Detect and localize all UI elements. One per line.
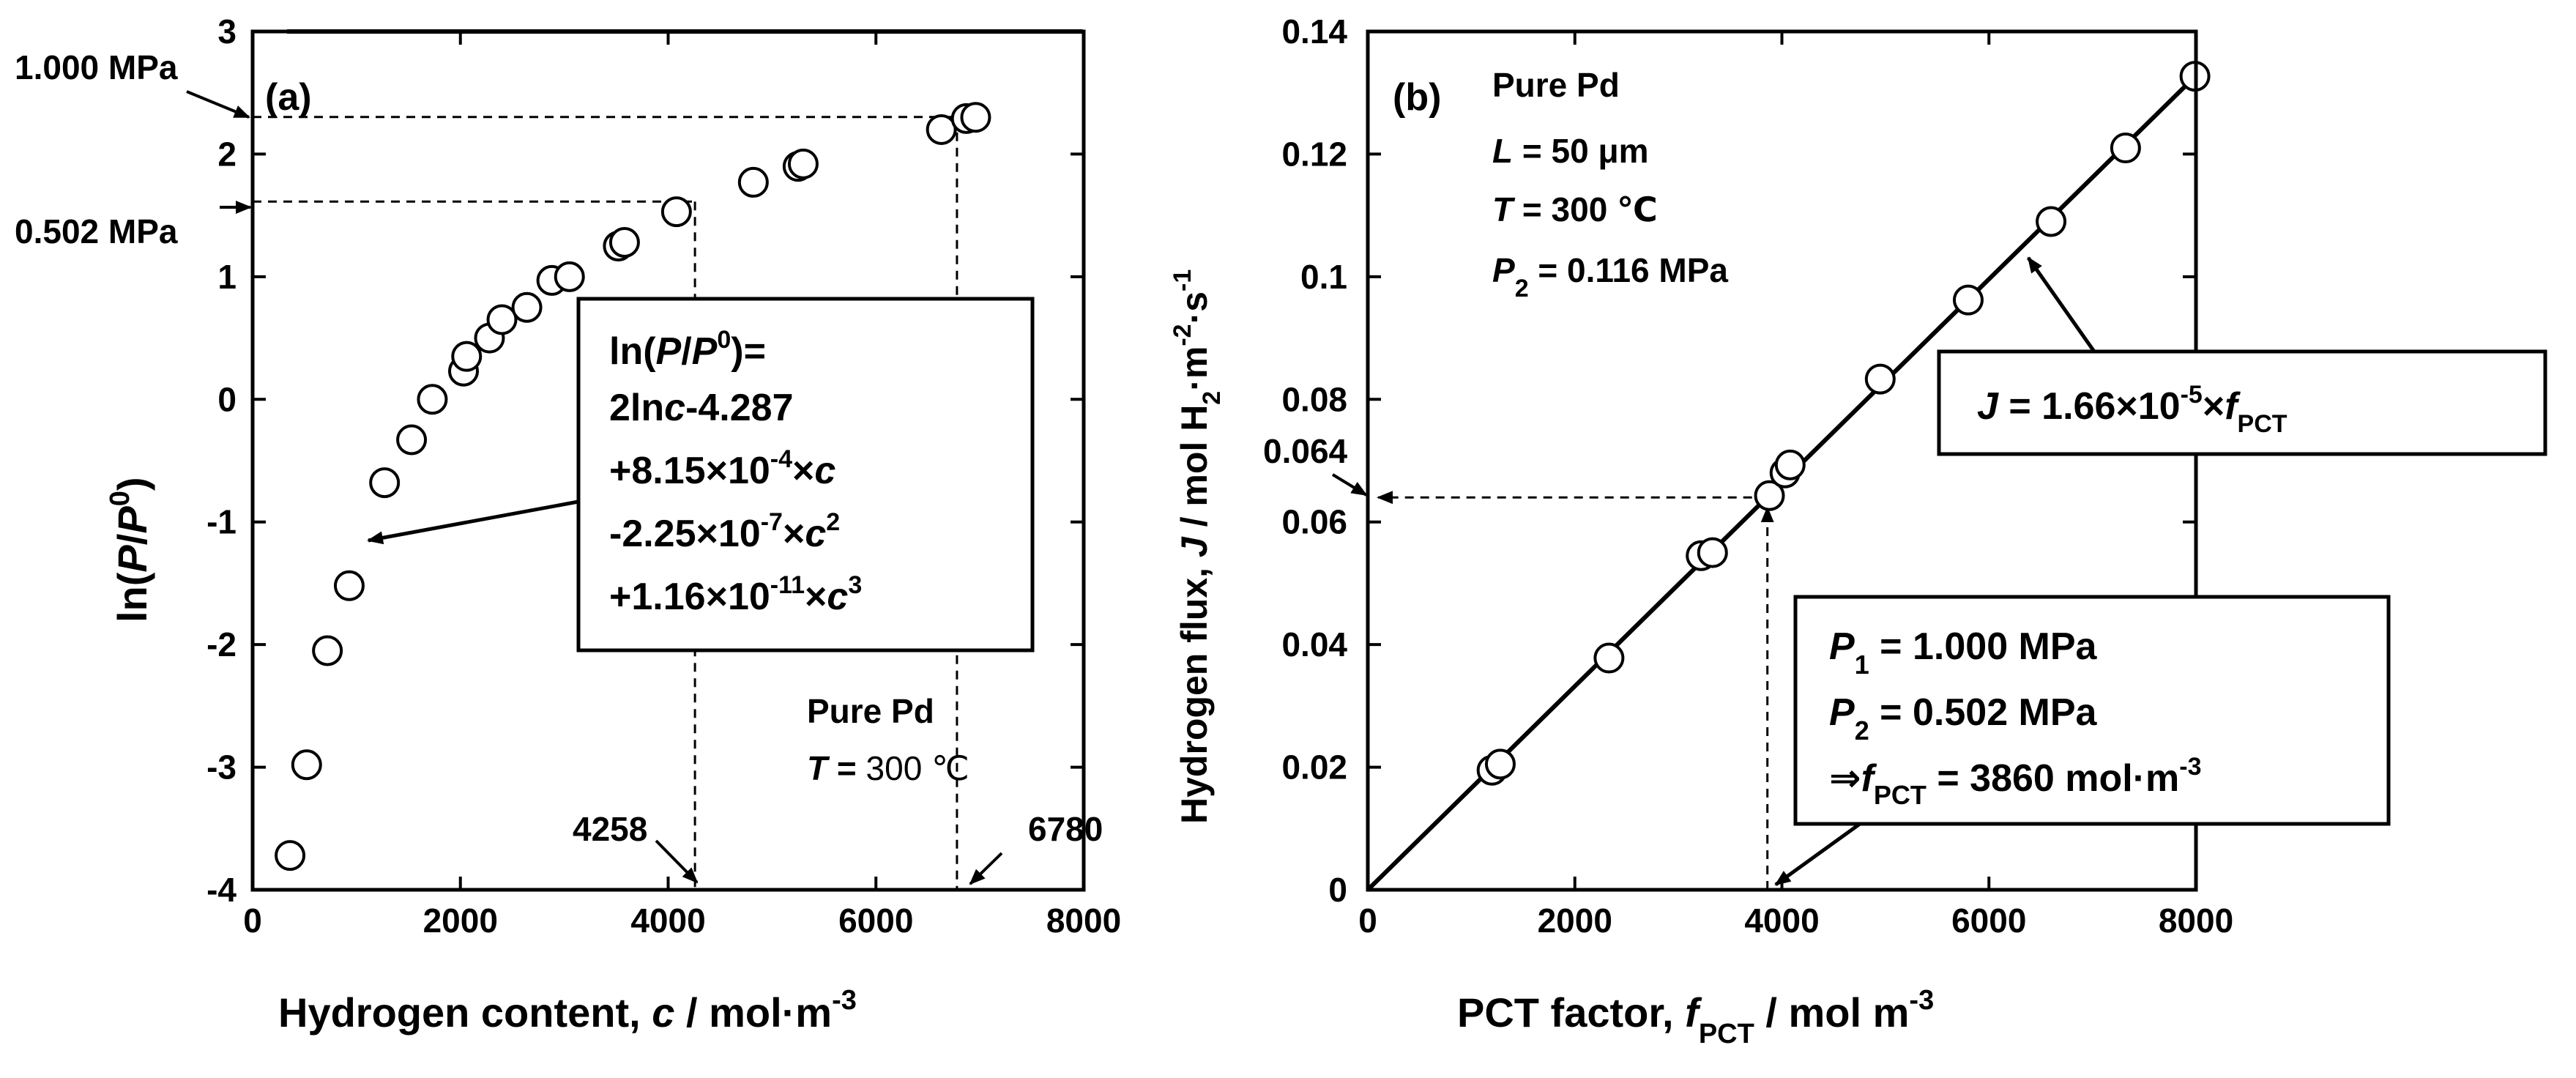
equation-arrow xyxy=(367,499,579,545)
ticks-b: 0 2000 4000 6000 8000 0 0.02 0.04 0.06 0.08 0.1 0.1… xyxy=(1281,12,2233,940)
x-tick-label-a-0: 0 xyxy=(243,902,262,940)
data-point-a-11 xyxy=(511,291,543,323)
panel-label-b: (b) xyxy=(1393,76,1441,119)
x-tick-label-b-4: 8000 xyxy=(2159,902,2233,940)
info-line-3: T = 300 ℃ xyxy=(1492,190,1658,228)
y-tick-label-b-3: 0.06 xyxy=(1281,503,1347,541)
data-point-a-1 xyxy=(291,749,322,781)
data-point-a-3 xyxy=(333,570,365,601)
data-point-a-5 xyxy=(396,424,428,456)
y-tick-label-a-4: 0 xyxy=(217,380,237,418)
y-tick-label-a-6: 2 xyxy=(217,135,237,173)
y-tick-label-b-7: 0.14 xyxy=(1281,12,1347,51)
info-line-1: Pure Pd xyxy=(1492,66,1620,104)
y-tick-label-b-0: 0 xyxy=(1328,871,1347,909)
y-axis-label-b: Hydrogen flux, J / mol H2·m-2·s-1 xyxy=(1169,270,1226,824)
data-point-a-17 xyxy=(737,166,769,198)
y-tick-label-b-4: 0.08 xyxy=(1281,380,1347,418)
material-label-a: Pure Pd xyxy=(807,692,934,730)
y-axis-label-a: ln(P/P0) xyxy=(105,477,155,623)
data-point-a-15 xyxy=(608,226,640,258)
equation-line-3: +8.15×10-4×c xyxy=(609,445,835,492)
temperature-label-a: T = 300 ℃ xyxy=(807,749,969,787)
data-point-b-8 xyxy=(1864,363,1896,395)
data-point-a-13 xyxy=(554,261,585,292)
data-points-b xyxy=(1476,61,2211,786)
data-point-b-9 xyxy=(1952,284,1984,316)
data-point-a-0 xyxy=(275,840,306,871)
ticks-a: 0 2000 4000 6000 8000 -4 -3 -2 -1 0 1 2 3 xyxy=(206,12,1121,940)
equation-line-2: 2lnc-4.287 xyxy=(609,387,794,429)
data-point-b-5 xyxy=(1754,480,1785,511)
x-tick-label-a-3: 6000 xyxy=(838,902,913,940)
x-tick-label-b-3: 6000 xyxy=(1951,902,2026,940)
data-point-b-1 xyxy=(1484,748,1516,780)
data-point-a-22 xyxy=(960,102,991,133)
content-label-6780: 6780 xyxy=(1028,810,1103,848)
pressure-label-1000: 1.000 MPa xyxy=(15,48,178,86)
pressure-label-0502: 0.502 MPa xyxy=(15,212,178,250)
y-tick-label-a-3: -1 xyxy=(206,503,237,541)
y-tick-label-b-1: 0.02 xyxy=(1281,748,1347,787)
data-point-a-16 xyxy=(660,196,692,228)
fit-label: J = 1.66×10-5×fPCT xyxy=(1977,381,2287,438)
data-point-a-10 xyxy=(486,304,518,335)
equation-line-5: +1.16×10-11×c3 xyxy=(609,571,862,618)
marker-label-0064: 0.064 xyxy=(1263,432,1348,470)
content-arrow-4258 xyxy=(655,839,699,884)
panel-a: 0 2000 4000 6000 8000 -4 -3 -2 -1 0 1 2 3 (a) 1.000 … xyxy=(15,12,1121,1036)
data-point-b-2 xyxy=(1593,642,1625,674)
x-tick-label-b-1: 2000 xyxy=(1538,902,1612,940)
data-point-a-19 xyxy=(787,148,819,179)
equation-box xyxy=(576,297,1035,653)
x-tick-label-b-2: 4000 xyxy=(1744,902,1819,940)
condition-line-2: P2 = 0.502 MPa xyxy=(1829,691,2098,746)
condition-line-3: ⇒fPCT = 3860 mol·m-3 xyxy=(1829,753,2202,810)
reference-lines-b xyxy=(1377,491,1774,890)
data-point-a-6 xyxy=(417,384,448,415)
fit-label-box xyxy=(1937,349,2547,456)
x-tick-label-a-2: 4000 xyxy=(630,902,705,940)
x-axis-label-b: PCT factor, fPCT / mol m-3 xyxy=(1457,985,1934,1049)
panel-b: 0 2000 4000 6000 8000 0 0.02 0.04 0.06 0.08 0.1 0.1… xyxy=(1169,12,2547,1049)
data-points-a xyxy=(275,102,991,871)
info-line-2: L = 50 μm xyxy=(1492,132,1649,170)
y-tick-label-b-2: 0.04 xyxy=(1281,625,1347,663)
conditions-arrow xyxy=(1774,822,1861,887)
equation-line-4: -2.25×10-7×c2 xyxy=(609,508,840,555)
x-tick-label-a-1: 2000 xyxy=(423,902,498,940)
info-line-4: P2 = 0.116 MPa xyxy=(1492,251,1728,302)
equation-line-1: ln(P/P0)= xyxy=(609,326,766,373)
y-tick-label-a-0: -4 xyxy=(206,871,237,909)
y-tick-label-a-2: -2 xyxy=(206,625,237,663)
y-tick-label-a-1: -3 xyxy=(206,748,237,787)
y-tick-label-a-5: 1 xyxy=(217,258,237,296)
condition-line-1: P1 = 1.000 MPa xyxy=(1829,625,2098,680)
data-point-b-7 xyxy=(1774,449,1806,480)
y-tick-label-b-6: 0.12 xyxy=(1281,135,1347,173)
data-point-b-11 xyxy=(2110,133,2141,164)
data-point-a-8 xyxy=(451,341,483,372)
content-label-4258: 4258 xyxy=(573,810,647,848)
y-tick-label-a-7: 3 xyxy=(217,12,237,51)
fit-label-arrow xyxy=(2026,256,2096,353)
data-point-a-2 xyxy=(312,635,343,666)
data-point-a-4 xyxy=(369,467,401,499)
data-point-a-20 xyxy=(926,114,957,145)
x-axis-label-a: Hydrogen content, c / mol·m-3 xyxy=(278,985,857,1036)
content-arrow-6780 xyxy=(969,852,1003,885)
x-tick-label-a-4: 8000 xyxy=(1046,902,1121,940)
conditions-box xyxy=(1793,595,2391,826)
y-tick-label-b-5: 0.1 xyxy=(1300,258,1347,296)
data-point-b-10 xyxy=(2036,206,2067,237)
pressure-arrow-1000 xyxy=(186,90,250,119)
panel-label-a: (a) xyxy=(265,76,312,119)
marker-arrow-0064 xyxy=(1331,473,1368,497)
data-point-b-4 xyxy=(1697,537,1728,568)
x-tick-label-b-0: 0 xyxy=(1358,902,1377,940)
